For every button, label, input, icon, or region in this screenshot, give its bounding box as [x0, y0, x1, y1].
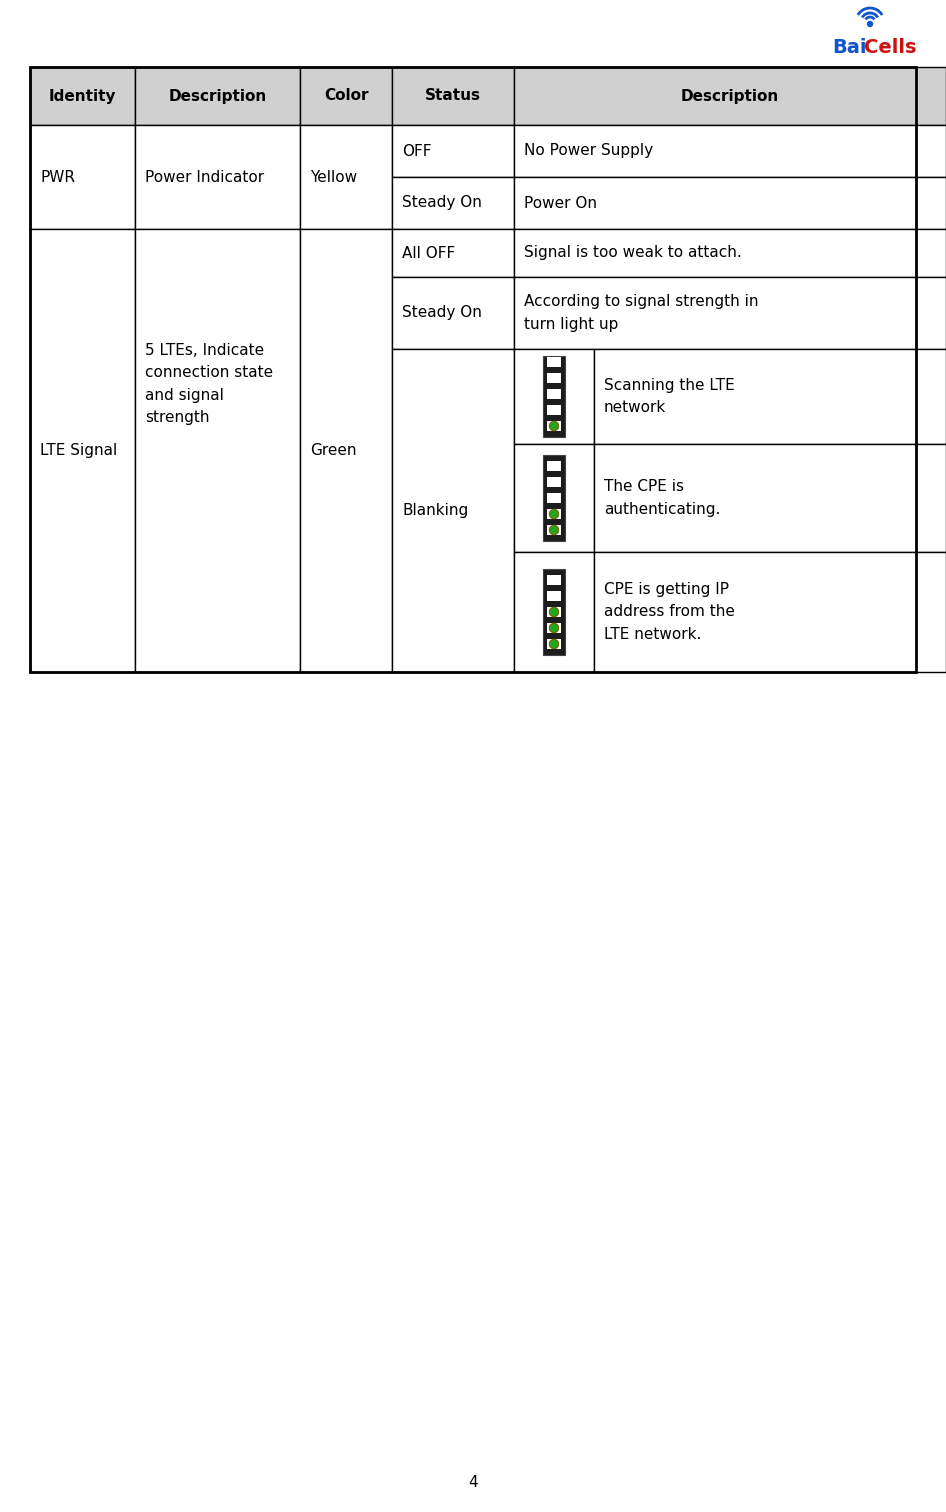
- Bar: [594, 445, 946, 552]
- Text: Scanning the LTE
network: Scanning the LTE network: [604, 378, 735, 416]
- Text: PWR: PWR: [40, 169, 75, 184]
- Bar: [514, 445, 594, 552]
- Circle shape: [550, 526, 558, 535]
- Text: According to signal strength in
turn light up: According to signal strength in turn lig…: [524, 295, 759, 331]
- Bar: [543, 355, 565, 437]
- Bar: [547, 357, 561, 367]
- Circle shape: [550, 422, 558, 431]
- Text: Power Indicator: Power Indicator: [145, 169, 264, 184]
- Text: No Power Supply: No Power Supply: [524, 144, 653, 159]
- Text: OFF: OFF: [402, 144, 431, 159]
- Text: All OFF: All OFF: [402, 245, 455, 260]
- Text: Green: Green: [310, 443, 357, 458]
- Bar: [135, 228, 300, 671]
- Text: Color: Color: [324, 89, 368, 103]
- Bar: [392, 67, 514, 125]
- Bar: [392, 125, 514, 177]
- Bar: [30, 125, 135, 228]
- Bar: [543, 569, 565, 655]
- Circle shape: [550, 640, 558, 649]
- Bar: [392, 277, 514, 349]
- Bar: [547, 606, 561, 617]
- Bar: [30, 67, 135, 125]
- Bar: [547, 405, 561, 414]
- Text: Steady On: Steady On: [402, 305, 482, 321]
- Bar: [543, 455, 565, 541]
- Bar: [392, 228, 514, 277]
- Bar: [547, 493, 561, 503]
- Bar: [514, 177, 946, 228]
- Bar: [547, 476, 561, 487]
- Bar: [547, 389, 561, 399]
- Bar: [300, 228, 392, 671]
- Text: Description: Description: [681, 89, 780, 103]
- Bar: [547, 373, 561, 383]
- Bar: [514, 125, 946, 177]
- Bar: [547, 461, 561, 472]
- Bar: [594, 349, 946, 445]
- Bar: [135, 125, 300, 228]
- Bar: [300, 125, 392, 228]
- Circle shape: [550, 608, 558, 617]
- Bar: [547, 420, 561, 431]
- Bar: [547, 525, 561, 535]
- Bar: [30, 228, 135, 671]
- Text: 4: 4: [468, 1476, 478, 1489]
- Text: Status: Status: [425, 89, 481, 103]
- Bar: [514, 67, 946, 125]
- Bar: [594, 552, 946, 671]
- Text: Yellow: Yellow: [310, 169, 358, 184]
- Bar: [547, 623, 561, 634]
- Bar: [514, 228, 946, 277]
- Bar: [392, 177, 514, 228]
- Bar: [300, 67, 392, 125]
- Circle shape: [550, 510, 558, 519]
- Text: CPE is getting IP
address from the
LTE network.: CPE is getting IP address from the LTE n…: [604, 582, 735, 641]
- Bar: [547, 591, 561, 600]
- Text: Identity: Identity: [49, 89, 116, 103]
- Bar: [547, 575, 561, 585]
- Text: 5 LTEs, Indicate
connection state
and signal
strength: 5 LTEs, Indicate connection state and si…: [145, 343, 273, 425]
- Bar: [547, 510, 561, 519]
- Bar: [514, 349, 594, 445]
- Text: Bai: Bai: [832, 38, 867, 57]
- Bar: [135, 67, 300, 125]
- Circle shape: [867, 21, 872, 27]
- Bar: [392, 349, 514, 671]
- Text: Signal is too weak to attach.: Signal is too weak to attach.: [524, 245, 742, 260]
- Text: The CPE is
authenticating.: The CPE is authenticating.: [604, 479, 720, 517]
- Circle shape: [550, 623, 558, 632]
- Text: Power On: Power On: [524, 195, 597, 210]
- Bar: [514, 552, 594, 671]
- Text: Cells: Cells: [864, 38, 917, 57]
- Bar: [30, 67, 916, 671]
- Text: Steady On: Steady On: [402, 195, 482, 210]
- Text: Blanking: Blanking: [402, 503, 468, 519]
- Bar: [547, 640, 561, 649]
- Bar: [514, 277, 946, 349]
- Text: Description: Description: [168, 89, 267, 103]
- Text: LTE Signal: LTE Signal: [40, 443, 117, 458]
